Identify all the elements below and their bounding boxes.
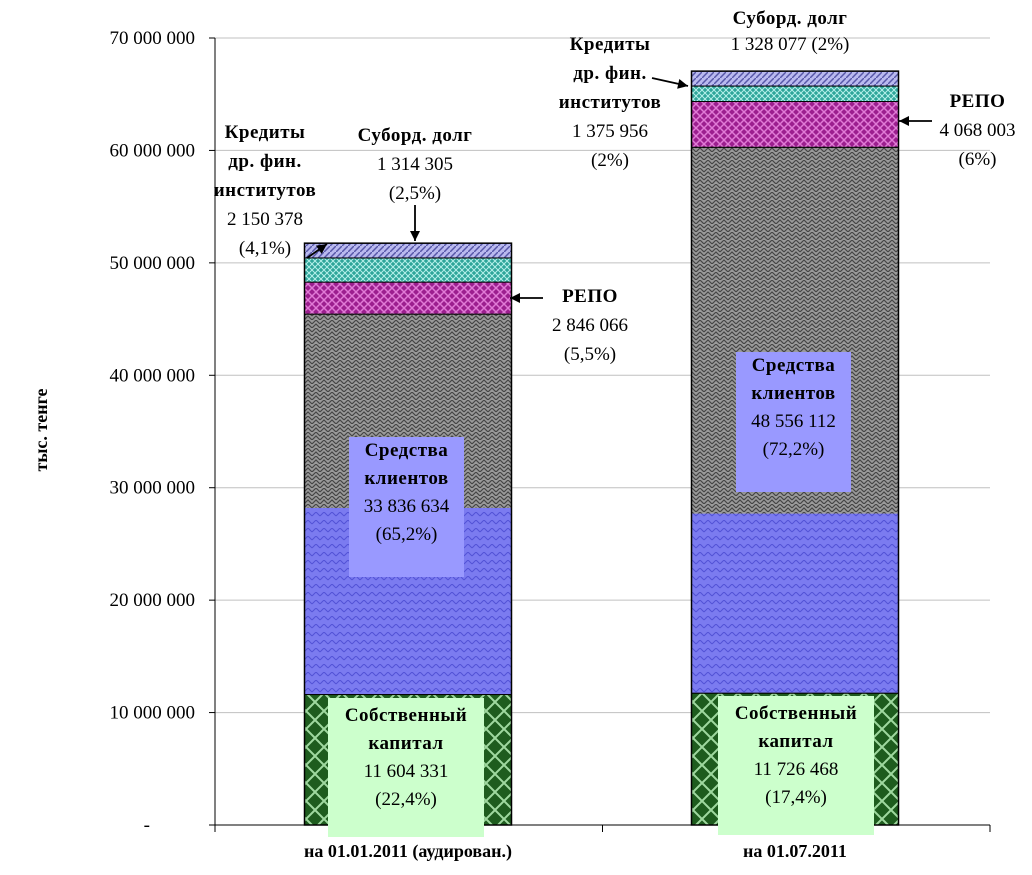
bar-segment-loans [691, 85, 899, 103]
bar-segment-clients-lower [691, 513, 899, 694]
x-category-label: на 01.01.2011 (аудирован.) [304, 841, 512, 862]
b1-repo-label: РЕПО 2 846 066 (5,5%) [552, 286, 628, 365]
bar-segment-repo [691, 101, 899, 148]
b2-equity-label: Собственный капитал 11 726 468 (17,4%) [718, 696, 874, 835]
bar-segment-repo [304, 281, 512, 315]
y-tick-label: 50 000 000 [110, 253, 196, 274]
y-tick-label: 20 000 000 [110, 590, 196, 611]
b1-clients-label: Средства клиентов 33 836 634 (65,2%) [349, 437, 464, 577]
x-category-label: на 01.07.2011 [743, 841, 847, 861]
b2-repo-label: РЕПО 4 068 003 (6%) [939, 91, 1016, 170]
b1-loans-label: Кредиты др. фин. институтов 2 150 378 (4… [213, 122, 317, 259]
b2-subdebt-label: Суборд. долг 1 328 077 (2%) [730, 8, 850, 55]
bar-segment-subdebt [304, 242, 512, 259]
bar-segment-subdebt [691, 70, 899, 87]
y-tick-label: - [144, 815, 150, 836]
y-tick-label: 70 000 000 [110, 28, 196, 49]
b2-loans-label: Кредиты др. фин. институтов 1 375 956 (2… [558, 34, 662, 171]
b1-subdebt-label: Суборд. долг 1 314 305 (2,5%) [357, 125, 473, 204]
y-tick-label: 10 000 000 [110, 703, 196, 724]
annotation-arrows [306, 77, 932, 303]
y-tick-label: 40 000 000 [110, 365, 196, 386]
bar-segment-loans [304, 257, 512, 283]
b1-equity-label: Собственный капитал 11 604 331 (22,4%) [328, 698, 484, 837]
b2-clients-label: Средства клиентов 48 556 112 (72,2%) [736, 352, 851, 492]
y-tick-label: 30 000 000 [110, 478, 196, 499]
y-tick-labels: - 10 000 000 20 000 000 30 000 000 40 000 00… [110, 28, 196, 836]
y-axis-label: тыс. тенге [31, 388, 51, 471]
category-labels: на 01.01.2011 (аудирован.) на 01.07.2011 [304, 841, 847, 862]
y-tick-label: 60 000 000 [110, 140, 196, 161]
